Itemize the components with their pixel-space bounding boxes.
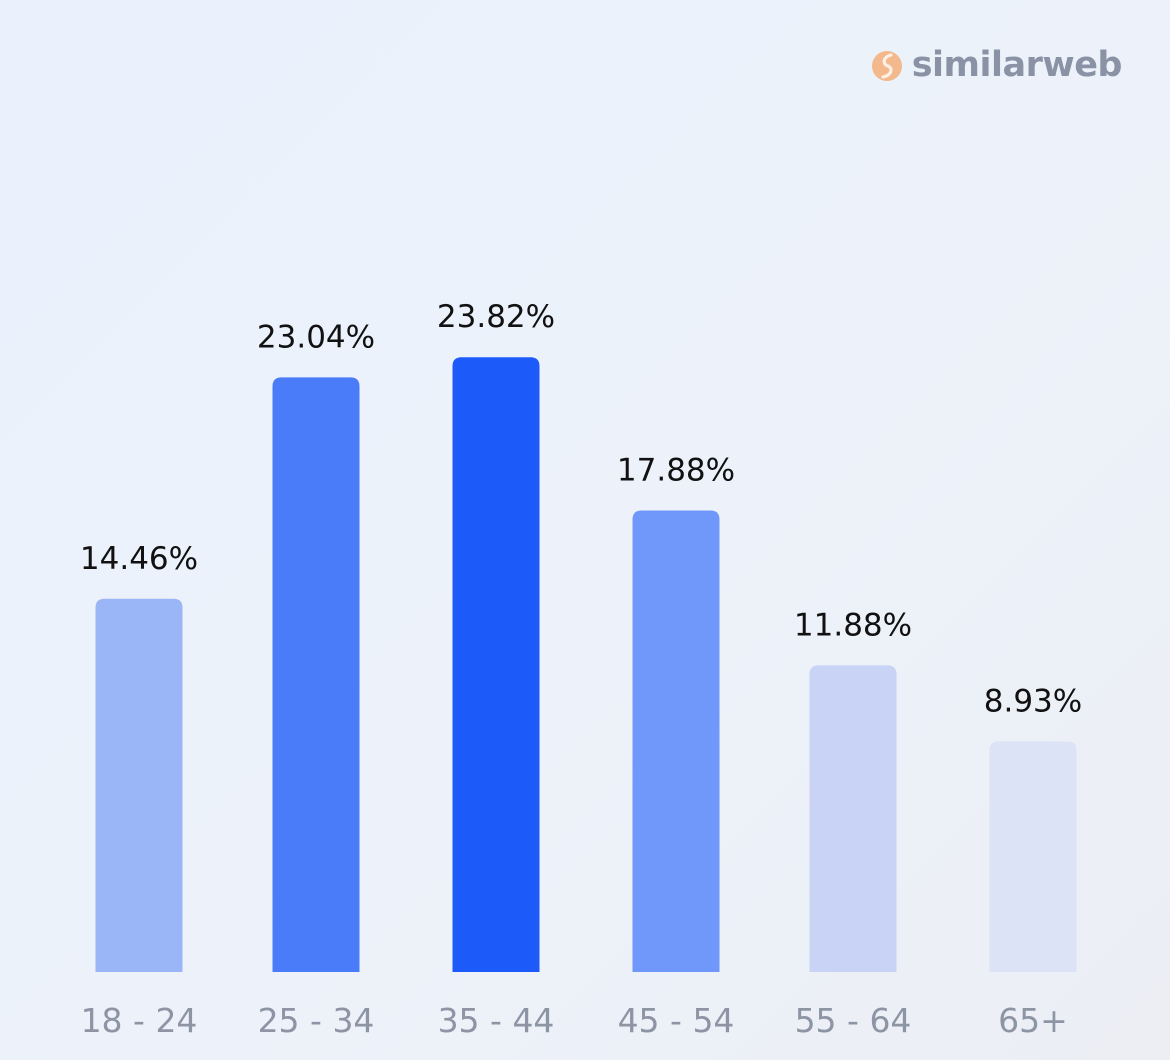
bar-18-24 [95,598,183,972]
bar-value-label: 14.46% [80,541,198,577]
bar-45-54 [632,510,720,972]
bar-value-label: 11.88% [794,607,912,643]
x-axis-tick-labels: 18 - 24 25 - 34 35 - 44 45 - 54 55 - 64 65+ [81,1001,1068,1040]
bar-35-44 [452,357,540,972]
bar-value-label: 23.82% [437,299,555,335]
bar-65-plus [989,741,1077,972]
x-tick-label: 45 - 54 [618,1001,735,1040]
x-tick-label: 55 - 64 [795,1001,912,1040]
x-tick-label: 65+ [998,1001,1068,1040]
bars-group [95,357,1077,972]
bar-value-label: 23.04% [257,319,375,355]
similarweb-logo-icon [871,50,902,81]
x-tick-label: 35 - 44 [438,1001,555,1040]
bar-55-64 [809,665,897,972]
bar-25-34 [272,377,360,972]
bar-value-label: 8.93% [984,684,1082,720]
brand-logo: similarweb [870,45,1123,85]
value-labels-group: 14.46% 23.04% 23.82% 17.88% 11.88% 8.93% [80,299,1082,719]
x-tick-label: 25 - 34 [258,1001,375,1040]
bar-value-label: 17.88% [617,453,735,489]
x-tick-label: 18 - 24 [81,1001,198,1040]
brand-name: similarweb [911,45,1123,85]
